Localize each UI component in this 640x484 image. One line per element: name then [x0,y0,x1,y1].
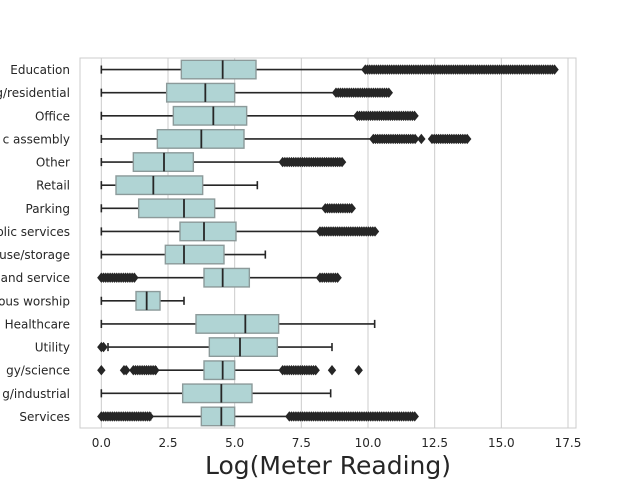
category-label: Healthcare [5,317,70,331]
outlier-point [311,364,320,376]
iqr-box [135,290,161,311]
outlier-point [410,411,419,422]
box-group [100,383,332,404]
outlier-point [130,272,139,283]
x-tick-label: 7.5 [292,436,311,450]
outlier-point [337,156,347,168]
y-tick-labels: Education g/residential Office c assembly Ot… [0,63,70,424]
box-series [97,59,559,427]
iqr-box [180,59,257,80]
category-label: Office [35,109,70,123]
iqr-box [203,267,251,288]
outlier-point [145,411,154,422]
category-label: c assembly [3,132,70,146]
iqr-box [200,406,236,427]
box-group [100,221,380,242]
x-axis-label: Log(Meter Reading) [205,451,451,480]
outlier-point [97,364,106,376]
box-group [97,337,333,358]
x-tick-labels: 0.0 2.5 5.0 7.5 10.0 12.5 15.0 17.5 [92,436,582,450]
x-tick-label: 0.0 [92,436,111,450]
iqr-box [208,337,279,358]
box-group [100,290,185,311]
category-label: Education [10,63,70,77]
box-group [100,175,259,196]
category-label: Utility [35,341,70,355]
outlier-point [410,110,419,122]
iqr-box [179,221,237,242]
iqr-box [137,198,216,219]
category-label: gy/science [6,364,70,378]
box-group [97,267,342,288]
category-label: g/residential [0,86,70,100]
iqr-box [203,360,236,381]
iqr-box [165,82,236,103]
plot-area-frame [79,57,577,429]
box-group [100,198,356,219]
category-label: Services [19,410,70,424]
iqr-box [195,313,280,334]
category-label: use/storage [0,248,70,262]
iqr-box [164,244,225,265]
outlier-point [151,364,160,376]
box-group [97,360,363,381]
outlier-point [550,64,559,75]
x-tick-label: 15.0 [488,436,515,450]
x-tick-label: 10.0 [355,436,382,450]
box-group [100,313,376,334]
box-group [100,59,559,80]
iqr-box [172,105,248,126]
box-group [100,152,347,173]
outlier-point [99,341,108,353]
outlier-point [410,133,420,145]
category-label: Parking [26,202,71,216]
box-group [100,128,472,149]
x-tick-label: 2.5 [158,436,177,450]
category-label: Other [36,156,70,170]
outlier-point [354,364,363,376]
outlier-point [463,133,472,145]
iqr-box [181,383,253,404]
outlier-point [333,272,342,283]
box-group [100,244,267,265]
category-label: Retail [36,179,70,193]
outlier-point [370,226,380,237]
category-label: g/industrial [2,387,70,401]
category-label: and service [1,271,70,285]
category-label: blic services [0,225,70,239]
x-tick-label: 17.5 [555,436,582,450]
x-tick-label: 5.0 [225,436,244,450]
outlier-point [384,87,393,98]
box-group [97,406,419,427]
outlier-point [122,364,131,376]
outlier-point [347,203,356,214]
category-label: ous worship [0,294,70,308]
outlier-point [417,133,426,145]
box-group [100,105,419,126]
box-group [100,82,393,103]
iqr-box [115,175,204,196]
x-tick-label: 12.5 [421,436,448,450]
outlier-point [327,364,337,376]
